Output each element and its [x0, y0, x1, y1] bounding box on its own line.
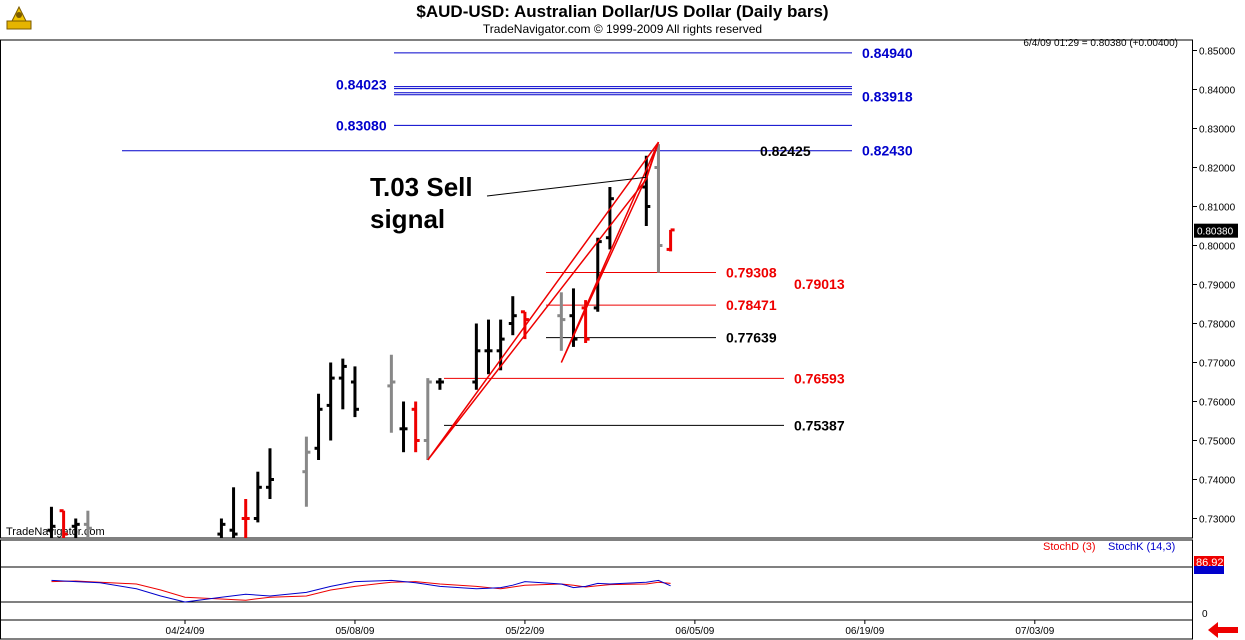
- y-tick-label: 0.78000: [1199, 320, 1236, 331]
- y-tick-label: 0.85000: [1199, 47, 1236, 58]
- ohlc-bar: [508, 296, 517, 336]
- ohlc-bar: [314, 393, 323, 460]
- oscillator-panel: [0, 539, 1193, 621]
- osc-series-line: [51, 580, 671, 601]
- signal-wedge: [560, 141, 660, 363]
- ohlc-bar: [387, 354, 396, 433]
- osc-y-tick-label: 0: [1202, 609, 1208, 620]
- level-label: 0.75387: [794, 417, 845, 433]
- level-label: 0.77639: [726, 330, 777, 346]
- osc-value-box-bottom: [1194, 566, 1224, 574]
- x-tick-label: 07/03/09: [1015, 626, 1054, 637]
- x-tick-label: 04/24/09: [166, 626, 205, 637]
- y-tick-label: 0.81000: [1199, 203, 1236, 214]
- y-tick-label: 0.79000: [1199, 281, 1236, 292]
- level-label: 0.83080: [336, 117, 387, 133]
- ohlc-bar: [654, 144, 663, 273]
- ohlc-bar: [47, 506, 56, 538]
- sell-signal-annotation: T.03 Sell signal: [370, 172, 473, 234]
- ohlc-bar: [484, 319, 493, 375]
- last-price-label: 0.80380: [1197, 227, 1234, 238]
- y-tick-label: 0.80000: [1199, 242, 1236, 253]
- osc-legend-stochk: StochK (14,3): [1108, 541, 1175, 553]
- ohlc-bar: [411, 401, 420, 453]
- y-tick-label: 0.74000: [1199, 476, 1236, 487]
- ohlc-bar: [59, 509, 68, 538]
- osc-current-value: 86.92: [1196, 557, 1224, 569]
- ohlc-bar: [253, 471, 262, 523]
- last-price-box: [1194, 223, 1238, 238]
- ohlc-bar: [241, 499, 250, 538]
- chart-subtitle: TradeNavigator.com © 1999-2009 All right…: [482, 22, 763, 36]
- level-label: 0.84023: [336, 77, 387, 93]
- y-tick-label: 0.73000: [1199, 515, 1236, 526]
- level-label: 0.76593: [794, 370, 845, 386]
- y-tick-label: 0.82000: [1199, 164, 1236, 175]
- y-tick-label: 0.75000: [1199, 437, 1236, 448]
- level-label: 0.79013: [794, 276, 845, 292]
- osc-legend-stochd: StochD (3): [1043, 541, 1096, 553]
- annotation-line: T.03 Sell: [370, 172, 473, 202]
- ohlc-bar: [605, 187, 614, 250]
- ohlc-bar: [642, 155, 651, 226]
- watermark: TradeNavigator.com: [6, 526, 105, 538]
- level-label: 0.82430: [862, 143, 913, 159]
- ohlc-bar: [265, 448, 274, 499]
- osc-series-line: [51, 579, 671, 603]
- x-tick-label: 05/22/09: [505, 626, 544, 637]
- ohlc-bar: [217, 518, 226, 538]
- ohlc-bar: [399, 401, 408, 453]
- ohlc-bar: [423, 378, 432, 460]
- level-label: 0.79308: [726, 264, 777, 280]
- y-tick-label: 0.84000: [1199, 86, 1236, 97]
- y-tick-label: 0.77000: [1199, 359, 1236, 370]
- ohlc-bar: [496, 319, 505, 371]
- ohlc-bar: [302, 436, 311, 507]
- ohlc-bar: [472, 323, 481, 390]
- status-readout: 6/4/09 01:29 = 0.80380 (+0.00400): [1023, 38, 1178, 49]
- level-label: 0.78471: [726, 297, 777, 313]
- annotation-pointer: [486, 176, 647, 197]
- level-label: 0.84940: [862, 45, 913, 61]
- ohlc-bar: [338, 358, 347, 410]
- ohlc-bar: [557, 292, 566, 351]
- ohlc-bar: [666, 228, 675, 252]
- y-tick-label: 0.83000: [1199, 125, 1236, 136]
- scroll-left-arrow-icon: [1208, 622, 1238, 638]
- ohlc-bar: [229, 487, 238, 538]
- osc-value-box-top: [1194, 556, 1224, 566]
- ohlc-bar: [350, 366, 359, 418]
- annotation-line: signal: [370, 204, 445, 234]
- x-tick-label: 05/08/09: [335, 626, 374, 637]
- x-tick-label: 06/19/09: [845, 626, 884, 637]
- chart-title: $AUD-USD: Australian Dollar/US Dollar (D…: [416, 2, 829, 21]
- level-label: 0.82425: [760, 143, 811, 159]
- ohlc-bar: [83, 510, 92, 538]
- level-label: 0.83918: [862, 89, 913, 105]
- trade-navigator-logo-icon: [4, 3, 34, 38]
- y-tick-label: 0.76000: [1199, 398, 1236, 409]
- date-axis-band: [0, 619, 1193, 640]
- x-tick-label: 06/05/09: [675, 626, 714, 637]
- ohlc-bar: [435, 378, 444, 390]
- ohlc-bar: [326, 362, 335, 441]
- ohlc-bar: [71, 518, 80, 538]
